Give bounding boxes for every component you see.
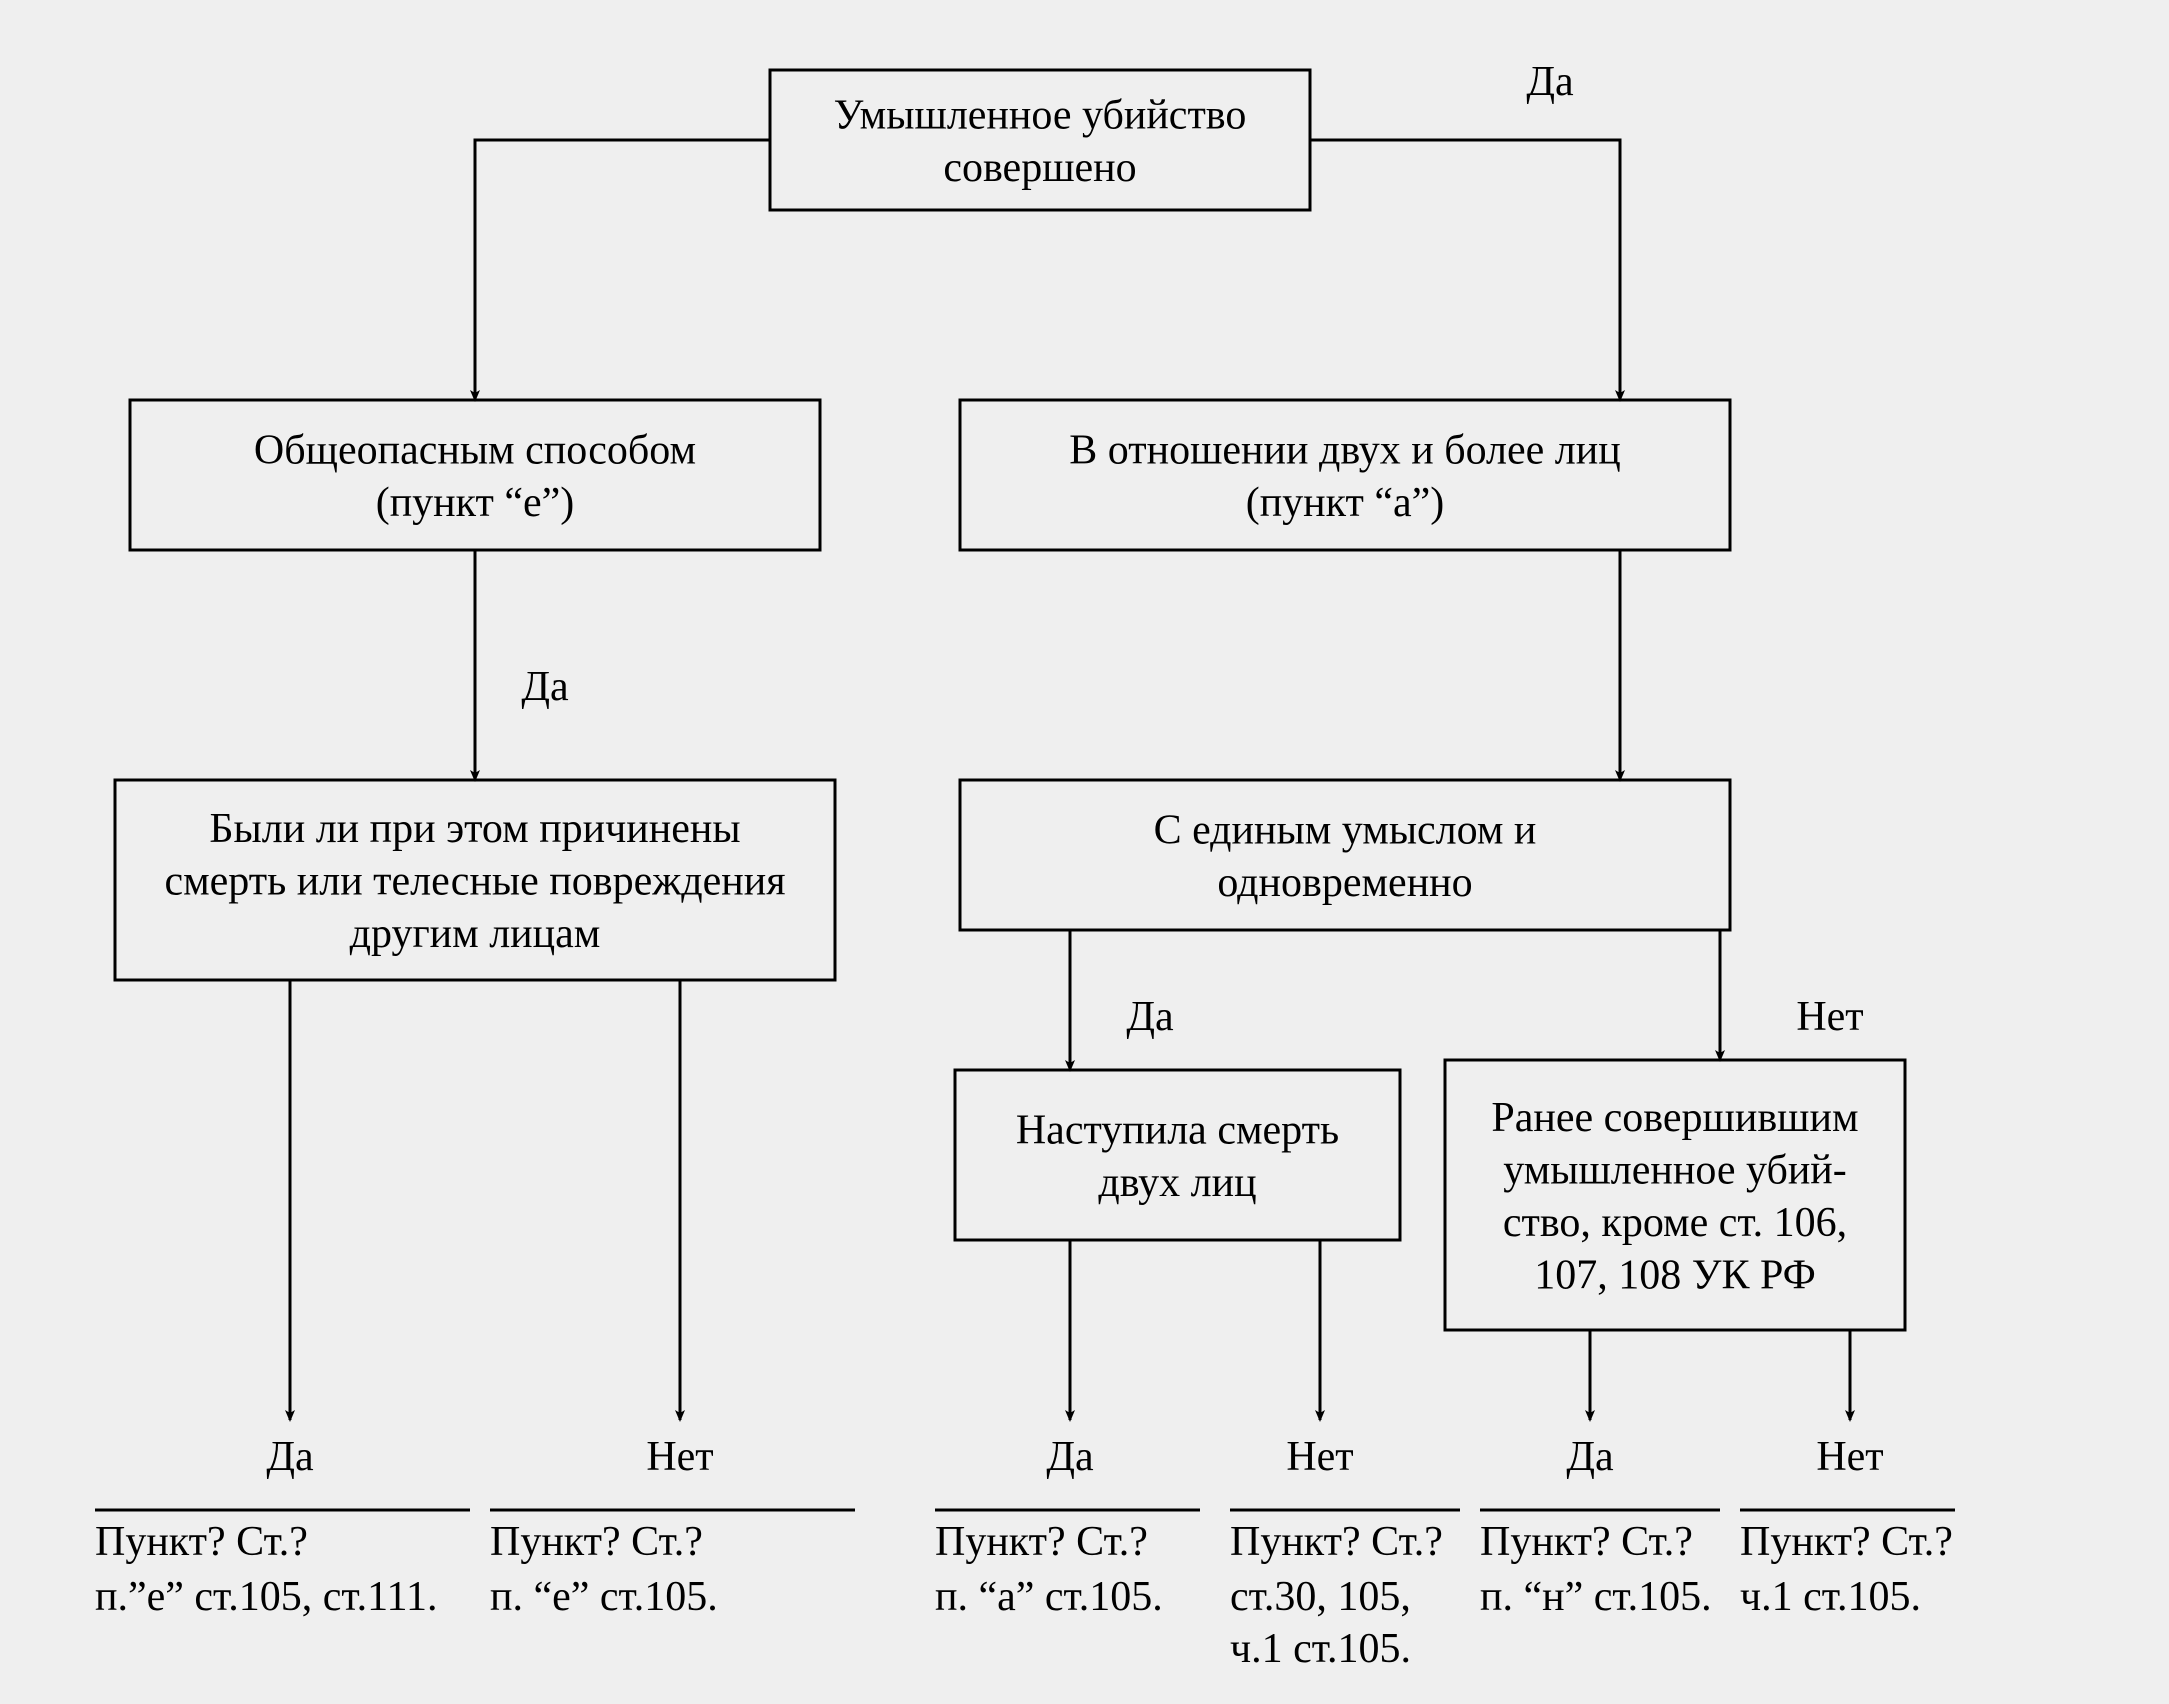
terminal-t5-answer-line0: п. “н” ст.105.	[1480, 1574, 1712, 1620]
node-leftB: Были ли при этом причинены смерть или тел…	[115, 780, 835, 980]
node-rightA-line1: (пункт “a”)	[1246, 480, 1445, 526]
terminal-t6-answer-line0: ч.1 ст.105.	[1740, 1574, 1921, 1620]
node-root-line0: Умышленное убийство	[834, 92, 1247, 138]
edge-label-rightB_right_net: Нет	[1796, 994, 1863, 1040]
node-leftA-line0: Общеопасным способом	[254, 427, 696, 473]
terminal-t1-label: Да	[266, 1434, 314, 1480]
node-leftB-line2: другим лицам	[350, 911, 601, 957]
terminal-t6-label: Нет	[1816, 1434, 1883, 1480]
node-rD-line3: 107, 108 УК РФ	[1534, 1252, 1816, 1298]
terminal-t2-label: Нет	[646, 1434, 713, 1480]
terminal-t4-question: Пункт? Ст.?	[1230, 1519, 1443, 1565]
node-rightA-box	[960, 400, 1730, 550]
node-leftA-box	[130, 400, 820, 550]
node-rightB: С единым умыслом и одновременно	[960, 780, 1730, 930]
node-leftB-line0: Были ли при этом причинены	[209, 806, 740, 852]
node-rC-line1: двух лиц	[1098, 1160, 1256, 1206]
edge-label-root_right_da: Да	[1526, 59, 1574, 105]
terminal-t6-question: Пункт? Ст.?	[1740, 1519, 1953, 1565]
terminal-t3-question: Пункт? Ст.?	[935, 1519, 1148, 1565]
node-rD-line0: Ранее совершившим	[1491, 1095, 1858, 1141]
node-rD-line2: ство, кроме ст. 106,	[1503, 1200, 1847, 1246]
node-rightA-line0: В отношении двух и более лиц	[1069, 427, 1620, 473]
node-leftA-line1: (пункт “e”)	[376, 480, 575, 526]
node-rightB-line0: С единым умыслом и	[1154, 807, 1537, 853]
terminal-t4-answer-line1: ч.1 ст.105.	[1230, 1626, 1411, 1672]
node-rightB-box	[960, 780, 1730, 930]
node-root-line1: совершено	[943, 145, 1136, 191]
node-rC-line0: Наступила смерть	[1016, 1107, 1339, 1153]
node-rD-line1: умышленное убий-	[1503, 1147, 1847, 1193]
terminal-t1-answer-line0: п.”e” ст.105, ст.111.	[95, 1574, 437, 1620]
terminal-t2-question: Пункт? Ст.?	[490, 1519, 703, 1565]
terminal-t3-answer-line0: п. “a” ст.105.	[935, 1574, 1163, 1620]
terminal-t1-question: Пункт? Ст.?	[95, 1519, 308, 1565]
terminal-t3-label: Да	[1046, 1434, 1094, 1480]
node-rD: Ранее совершившим умышленное убий-ство, к…	[1445, 1060, 1905, 1330]
terminal-t2-answer-line0: п. “e” ст.105.	[490, 1574, 718, 1620]
node-leftA: Общеопасным способом (пункт “e”)	[130, 400, 820, 550]
node-rightB-line1: одновременно	[1217, 860, 1472, 906]
edge-label-leftA_down_da: Да	[521, 664, 569, 710]
terminal-t4-label: Нет	[1286, 1434, 1353, 1480]
edge-label-rightB_left_da: Да	[1126, 994, 1174, 1040]
node-rC: Наступила смерть двух лиц	[955, 1070, 1400, 1240]
terminal-t5-question: Пункт? Ст.?	[1480, 1519, 1693, 1565]
terminal-t5-label: Да	[1566, 1434, 1614, 1480]
terminal-t4-answer-line0: ст.30, 105,	[1230, 1574, 1411, 1620]
node-leftB-line1: смерть или телесные повреждения	[164, 859, 785, 905]
node-rightA: В отношении двух и более лиц (пункт “a”)	[960, 400, 1730, 550]
node-root: Умышленное убийство совершено	[770, 70, 1310, 210]
node-rC-box	[955, 1070, 1400, 1240]
